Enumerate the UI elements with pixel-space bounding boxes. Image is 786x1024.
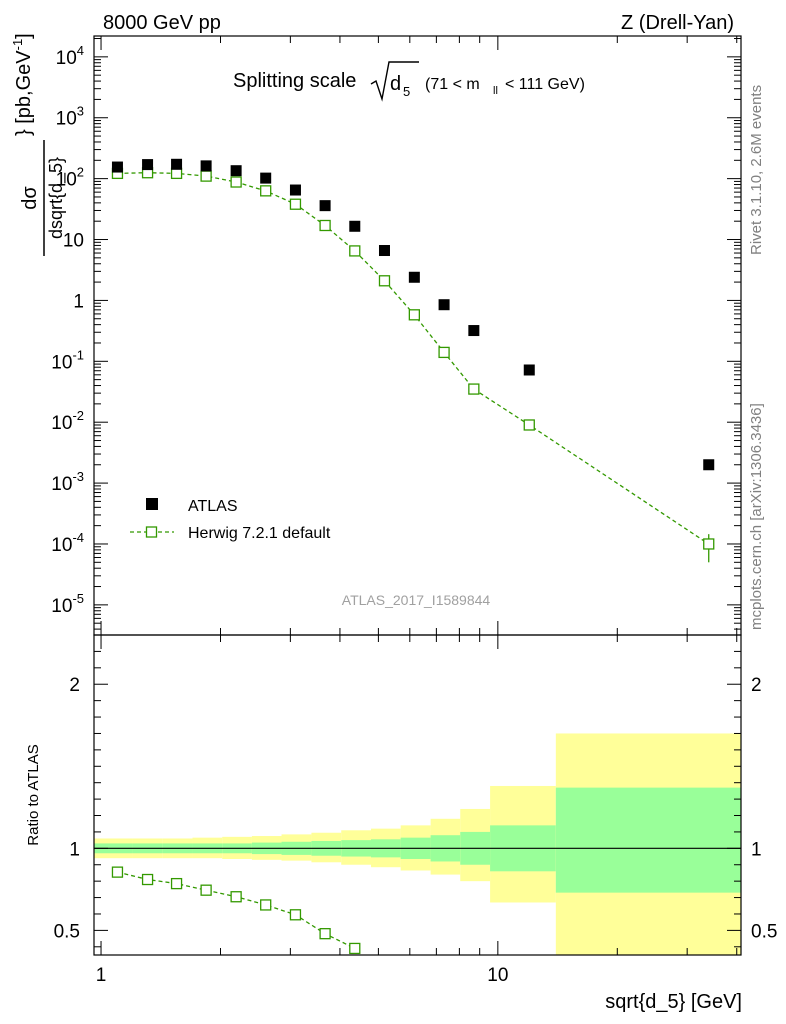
ylabel-numerator: dσ [19,186,41,210]
ratio-y-tick-label-right: 1 [751,839,762,860]
ratio-herwig-point [349,942,361,955]
ratio-herwig-point [319,928,331,940]
main-plot-panel: 10-5 10-4 10-3 10-2 10-1 1 10 102 103 104 Splitti… [10,33,742,636]
ratio-herwig-point [170,877,183,890]
ratio-herwig-point [141,873,154,886]
herwig-point [378,275,391,287]
ratio-herwig-point [200,884,212,896]
main-plot-frame [93,35,742,636]
herwig-point [349,245,361,257]
atlas-point [349,220,361,232]
main-plot-marks [111,158,715,563]
title-symbol: d [390,73,401,95]
y-tick-label: 104 [56,43,84,69]
ylabel-denominator: dsqrt{d_5} [46,157,67,239]
y-tick-label: 10-3 [51,469,84,495]
plot-title: Splitting scale d 5 (71 < m ll < 111 GeV… [233,61,585,102]
herwig-point [703,538,715,550]
herwig-point [170,167,183,180]
herwig-point [468,383,480,395]
atlas-point [230,165,242,177]
ratio-plot-frame [93,634,742,956]
herwig-point [230,176,242,188]
atlas-point [438,299,450,311]
atlas-point [289,184,301,196]
title-range-open: (71 < m [425,76,480,93]
atlas-point [142,159,154,171]
ratio-y-tick-label: 1 [69,839,80,860]
herwig-point [260,185,272,197]
x-tick-label: 1 [96,965,107,986]
main-plot-ticks: 10-5 10-4 10-3 10-2 10-1 1 10 102 103 104 [51,36,741,635]
atlas-point [200,160,212,172]
herwig-point [408,309,420,321]
y-tick-label: 10-4 [51,530,84,556]
mcplots-label: mcplots.cern.ch [arXiv:1306.3436] [748,403,765,630]
ylabel-units: } [pb,GeV-1] [10,33,35,136]
ratio-herwig-point [260,899,272,911]
ratio-y-tick-label-right: 0.5 [751,921,777,942]
herwig-point [523,419,535,431]
main-ylabel: dσ dsqrt{d_5} } [pb,GeV-1] [10,33,67,256]
ratio-herwig-point [289,909,302,921]
ratio-y-tick-label: 0.5 [54,921,80,942]
atlas-point [468,325,480,337]
ratio-plot-panel: 1 10 0.5 0.5 1 1 2 2 Ratio to ATLAS sqrt{d_5} [… [25,634,777,1013]
legend-atlas-marker [146,498,158,510]
title-symbol-sub: 5 [403,84,410,99]
x-axis-label: sqrt{d_5} [GeV] [605,991,742,1013]
title-prefix: Splitting scale [233,70,356,92]
ylabel-units-close: ] [13,33,35,39]
atlas-point [703,459,715,471]
atlas-point [111,161,123,173]
title-range-sub: ll [493,85,498,97]
atlas-point [319,200,331,212]
atlas-point [408,271,420,283]
ratio-ylabel: Ratio to ATLAS [25,744,42,845]
ylabel-units-text: } [pb,GeV [13,50,35,136]
atlas-point [260,172,272,184]
ratio-herwig-point [111,866,124,878]
rivet-label: Rivet 3.1.10, 2.6M events [748,85,765,255]
ylabel-units-exp: -1 [10,39,25,51]
sqrt-symbol [370,61,419,102]
ratio-herwig-point [230,891,242,903]
herwig-line [117,172,710,545]
legend-herwig-label: Herwig 7.2.1 default [188,525,331,542]
legend-atlas-label: ATLAS [188,498,238,515]
atlas-point [523,364,535,376]
y-tick-label: 10-5 [51,591,84,617]
legend: ATLAS Herwig 7.2.1 default [130,498,331,542]
y-tick-label: 102 [56,165,84,191]
herwig-point [289,198,302,210]
ratio-plot-marks [94,733,741,955]
header-left: 8000 GeV pp [103,12,221,34]
legend-herwig-marker [145,526,158,538]
ratio-plot-ticks: 1 10 0.5 0.5 1 1 2 2 [54,635,777,986]
y-tick-label: 1 [73,291,84,312]
y-tick-label: 103 [56,104,84,130]
herwig-point [438,346,450,359]
ratio-y-tick-label: 2 [69,675,80,696]
uncertainty-band-inner [555,787,741,893]
y-tick-label: 10-2 [51,408,84,434]
title-range-close: < 111 GeV) [505,76,585,93]
x-tick-label: 10 [487,965,508,986]
y-tick-label: 10-1 [51,347,84,373]
ratio-y-tick-label-right: 2 [751,675,762,696]
y-tick-label: 10 [63,231,84,252]
header-right: Z (Drell-Yan) [621,12,734,34]
herwig-point [319,219,331,232]
atlas-point [378,245,390,257]
atlas-point [171,158,183,170]
analysis-watermark: ATLAS_2017_I1589844 [342,592,491,608]
herwig-point [200,170,212,182]
